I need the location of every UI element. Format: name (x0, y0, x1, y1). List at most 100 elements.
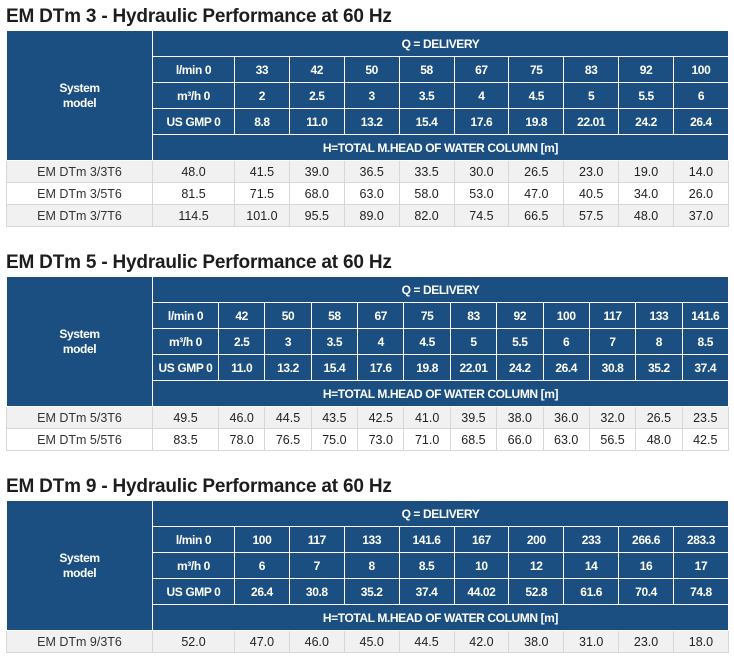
delivery-value: 50 (343, 56, 400, 83)
head-value: 66.0 (496, 428, 544, 451)
delivery-value: 26.4 (542, 354, 590, 381)
head-value: 71.0 (403, 428, 451, 451)
delivery-value: 75 (403, 302, 451, 329)
delivery-value: 5.5 (496, 328, 544, 355)
model-name: EM DTm 3/3T6 (6, 160, 153, 183)
unit-label: m³/h 0 (152, 82, 235, 109)
head-value: 18.0 (673, 630, 729, 653)
delivery-value: 58 (310, 302, 359, 329)
system-model-header: System model (6, 30, 153, 161)
head-value: 47.0 (508, 182, 565, 205)
unit-row: US GMP 0 8.8 11.0 13.2 15.4 17.6 19.8 22.01 24.2… (7, 108, 729, 135)
table-row: EM DTm 3/7T6 114.5 101.0 95.5 89.0 82.0 74.5 66… (6, 204, 729, 227)
delivery-value: 12 (508, 552, 565, 579)
head-value: 68.5 (449, 428, 498, 451)
head-value: 48.0 (635, 428, 683, 451)
delivery-value: 19.8 (403, 354, 451, 381)
delivery-value: 35.2 (635, 354, 683, 381)
delivery-value: 42 (217, 302, 266, 329)
model-name: EM DTm 3/5T6 (6, 182, 153, 205)
delivery-value: 4.5 (508, 82, 565, 109)
delivery-value: 3.5 (398, 82, 455, 109)
head-value: 46.0 (288, 630, 345, 653)
delivery-value: 11.0 (217, 354, 266, 381)
head-value: 31.0 (563, 630, 620, 653)
delivery-value: 5.5 (618, 82, 674, 109)
head-value: 74.5 (453, 204, 510, 227)
delivery-value: 6 (673, 82, 729, 109)
unit-row: l/min 0 100 117 133 141.6 167 200 233 266.6 283.3 (7, 526, 729, 553)
unit-label: US GMP 0 (152, 578, 235, 605)
head-value: 42.5 (681, 428, 729, 451)
delivery-value: 3.5 (310, 328, 359, 355)
delivery-value: 8 (635, 328, 683, 355)
head-value: 36.0 (542, 406, 590, 429)
delivery-value: 3 (264, 328, 312, 355)
delivery-value: 133 (343, 526, 400, 553)
delivery-value: 17.6 (357, 354, 405, 381)
head-value: 33.5 (398, 160, 455, 183)
system-model-label-line: System (59, 326, 100, 341)
head-value: 47.0 (234, 630, 290, 653)
head-value: 44.5 (264, 406, 312, 429)
head-value: 78.0 (217, 428, 266, 451)
head-value: 34.0 (618, 182, 674, 205)
delivery-value: 14 (563, 552, 620, 579)
delivery-value: 141.6 (398, 526, 455, 553)
head-value: 48.0 (618, 204, 674, 227)
head-value: 40.5 (563, 182, 620, 205)
delivery-value: 2.5 (288, 82, 345, 109)
table-section-dtm3: EM DTm 3 - Hydraulic Performance at 60 H… (0, 4, 734, 227)
table-section-dtm5: EM DTm 5 - Hydraulic Performance at 60 H… (0, 250, 734, 451)
system-model-label-line: System (59, 550, 100, 565)
system-model-label-line: model (62, 95, 97, 110)
delivery-value: 15.4 (310, 354, 359, 381)
head-value: 82.0 (398, 204, 455, 227)
unit-row: US GMP 0 26.4 30.8 35.2 37.4 44.02 52.8 61.6 70.… (7, 578, 729, 605)
head-value: 14.0 (673, 160, 729, 183)
delivery-value: 117 (288, 526, 345, 553)
head-value: 41.0 (403, 406, 451, 429)
head-value: 101.0 (234, 204, 290, 227)
head-value: 63.0 (343, 182, 400, 205)
delivery-value: 37.4 (398, 578, 455, 605)
head-value: 37.0 (673, 204, 729, 227)
unit-row: US GMP 0 11.0 13.2 15.4 17.6 19.8 22.01 24.2 26.… (7, 354, 729, 381)
delivery-value: 26.4 (234, 578, 290, 605)
delivery-value: 30.8 (588, 354, 637, 381)
head-value: 89.0 (343, 204, 400, 227)
unit-label: m³/h 0 (152, 552, 235, 579)
head-value: 23.5 (681, 406, 729, 429)
head-value: 23.0 (563, 160, 620, 183)
delivery-value: 74.8 (673, 578, 729, 605)
delivery-value: 92 (496, 302, 544, 329)
head-value: 76.5 (264, 428, 312, 451)
delivery-value: 100 (673, 56, 729, 83)
head-value: 63.0 (542, 428, 590, 451)
head-value: 81.5 (152, 182, 235, 205)
unit-label: US GMP 0 (152, 354, 219, 381)
head-value: 23.0 (618, 630, 674, 653)
head-value: 66.5 (508, 204, 565, 227)
delivery-value: 35.2 (343, 578, 400, 605)
delivery-value: 7 (588, 328, 637, 355)
delivery-value: 67 (453, 56, 510, 83)
delivery-value: 50 (264, 302, 312, 329)
model-name: EM DTm 5/3T6 (6, 406, 153, 429)
table-title: EM DTm 9 - Hydraulic Performance at 60 H… (6, 476, 392, 497)
system-model-label-line: model (62, 341, 97, 356)
delivery-value: 2 (234, 82, 290, 109)
delivery-value: 11.0 (288, 108, 345, 135)
head-value: 83.5 (152, 428, 219, 451)
delivery-value: 83 (563, 56, 620, 83)
system-model-header: System model (6, 500, 153, 631)
unit-label: m³/h 0 (152, 328, 219, 355)
delivery-value: 4 (453, 82, 510, 109)
unit-label: l/min 0 (152, 302, 219, 329)
delivery-value: 7 (288, 552, 345, 579)
delivery-value: 37.4 (681, 354, 729, 381)
delivery-value: 10 (453, 552, 510, 579)
head-value: 26.0 (673, 182, 729, 205)
head-value: 42.0 (453, 630, 510, 653)
delivery-header: Q = DELIVERY (152, 500, 729, 527)
